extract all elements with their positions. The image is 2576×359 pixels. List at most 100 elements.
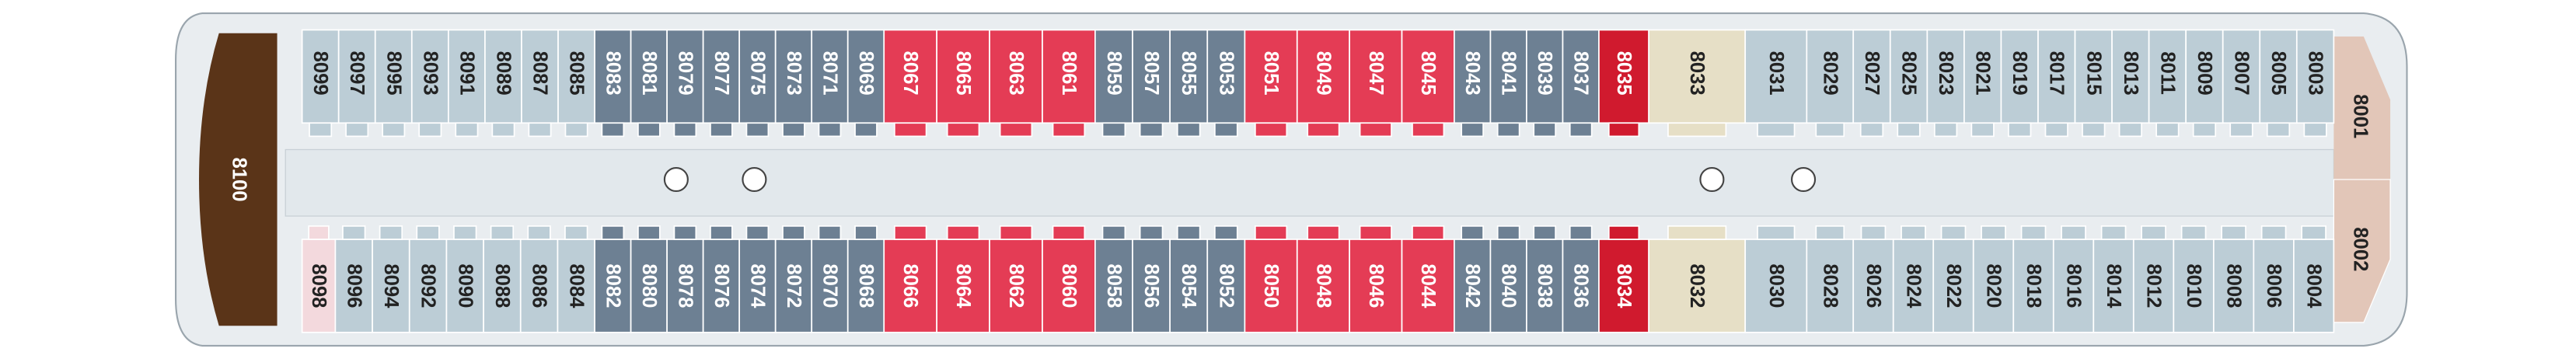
cabin-label: 8047 <box>1365 51 1387 96</box>
cabin-label: 8084 <box>565 263 587 308</box>
cabin-label: 8004 <box>2303 263 2325 308</box>
cabin-label: 8006 <box>2263 263 2285 308</box>
cabin-label: 8011 <box>2156 51 2178 95</box>
cabin <box>2253 239 2295 333</box>
cabin-label: 8012 <box>2143 263 2165 308</box>
cabin-bath <box>1815 122 1845 138</box>
corridor <box>284 148 2335 217</box>
cabin-bath <box>1667 225 1727 240</box>
cabin <box>557 239 595 333</box>
cabin-label: 8001 <box>2350 94 2372 138</box>
cabin-label: 8071 <box>819 51 840 96</box>
cabin-bath <box>782 225 805 240</box>
cabin <box>774 29 813 124</box>
cabin <box>557 29 595 124</box>
cabin-bath <box>1897 122 1921 138</box>
cabin-label: 8078 <box>674 263 696 308</box>
cabin-label: 8038 <box>1534 263 1555 308</box>
cabin-label: 8021 <box>1972 51 1994 96</box>
cabin-bath <box>2082 122 2106 138</box>
cabin <box>1401 239 1455 333</box>
cabin-bath <box>2260 225 2287 240</box>
cabin-bath <box>1496 122 1520 138</box>
cabin-bath <box>1815 225 1845 240</box>
cabin <box>1562 239 1600 333</box>
cabin-bath <box>1176 225 1201 240</box>
cabin <box>1806 239 1855 333</box>
cabin-label: 8020 <box>1983 263 2005 308</box>
cabin-bath <box>1101 122 1126 138</box>
aft-suite <box>199 33 277 326</box>
cabin-bath <box>345 122 369 138</box>
cabin-bath <box>999 122 1033 138</box>
cabin-label: 8015 <box>2082 51 2104 96</box>
cabin <box>2212 239 2255 333</box>
cabin-bath <box>893 122 927 138</box>
cabin-bath <box>1667 122 1727 138</box>
cabin <box>936 29 990 124</box>
cabin <box>1892 239 1935 333</box>
cabin <box>630 239 668 333</box>
cabin-label: 8043 <box>1461 51 1483 96</box>
cabin-bath <box>379 225 403 240</box>
elevator-icon <box>1699 166 1725 193</box>
cabin-label: 8031 <box>1765 51 1787 96</box>
cabin-label: 8090 <box>454 263 476 308</box>
cabin <box>1648 239 1747 333</box>
cabin <box>483 239 522 333</box>
cabin-bath <box>893 225 927 240</box>
cabin-bath <box>527 225 551 240</box>
cabin-bath <box>1970 122 1995 138</box>
cabin <box>2074 29 2113 124</box>
cabin-bath <box>382 122 406 138</box>
cabin-bath <box>528 122 552 138</box>
cabin-label: 8025 <box>1898 51 1920 96</box>
cabin-bath <box>1607 122 1640 138</box>
cabin-bath <box>416 225 440 240</box>
cabin <box>2292 239 2335 333</box>
cabin <box>1744 239 1808 333</box>
cabin-bath <box>1412 122 1445 138</box>
cabin-bath <box>818 122 842 138</box>
cabin-label: 8034 <box>1613 263 1635 308</box>
cabin-label: 8044 <box>1417 263 1439 308</box>
cabin-label: 8027 <box>1861 51 1883 96</box>
cabin <box>1744 29 1808 124</box>
cabin-label: 8063 <box>1005 51 1027 96</box>
cabin-bath <box>1176 122 1201 138</box>
cabin-label: 8079 <box>674 51 696 96</box>
cabin <box>2222 29 2261 124</box>
cabin-label: 8067 <box>899 51 921 96</box>
cabin-bath <box>745 122 770 138</box>
cabin-bath <box>2155 122 2180 138</box>
cabin-bath <box>455 122 479 138</box>
cabin-label: 8096 <box>343 263 365 308</box>
cabin-bath <box>1214 122 1238 138</box>
cabin-label: 8028 <box>1819 263 1841 308</box>
cabin <box>1454 29 1492 124</box>
cabin-label: 8081 <box>638 51 660 96</box>
cabin-bath <box>637 225 661 240</box>
cabin-bath <box>1359 225 1392 240</box>
cabin-bath <box>1607 225 1640 240</box>
cabin <box>2012 239 2054 333</box>
cabin-bath <box>1214 225 1238 240</box>
cabin <box>2052 239 2095 333</box>
cabin-label: 8077 <box>710 51 732 96</box>
cabin <box>883 239 938 333</box>
cabin-label: 8057 <box>1140 51 1162 96</box>
cabin-label: 8088 <box>491 263 513 308</box>
cabin-bath <box>418 122 442 138</box>
cabin-label: 8099 <box>309 51 331 96</box>
cabin-label: 8062 <box>1005 263 1027 308</box>
cabin-label: 8022 <box>1942 263 1964 308</box>
stairs-icon <box>1791 166 1817 193</box>
cabin-bath <box>1052 225 1086 240</box>
cabin-bath <box>1901 225 1926 240</box>
cabin-bath <box>2192 122 2217 138</box>
cabin-label: 8094 <box>380 263 402 308</box>
cabin-label: 8100 <box>228 157 250 201</box>
cabin <box>1489 239 1527 333</box>
cabin <box>936 239 990 333</box>
